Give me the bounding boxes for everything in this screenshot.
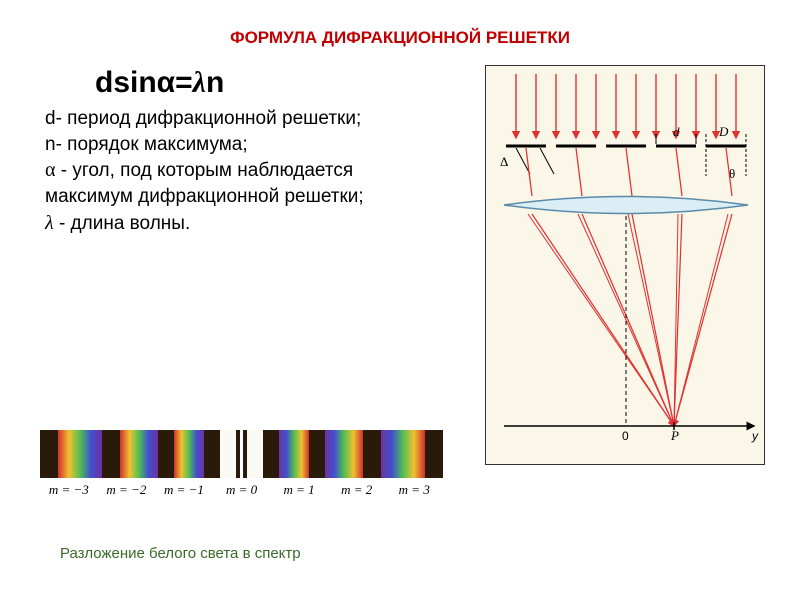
formula-post: n	[206, 66, 224, 99]
svg-text:P: P	[670, 428, 679, 443]
lambda-symbol: λ	[45, 212, 54, 234]
definitions: d- период дифракционной решетки; n- поря…	[45, 106, 425, 237]
alpha-symbol: α	[45, 159, 55, 181]
svg-text:Δ: Δ	[500, 154, 508, 169]
svg-text:0: 0	[622, 429, 629, 443]
spectrum-left	[40, 430, 240, 478]
grating-diagram: dDΔθ0yP	[485, 65, 765, 465]
diagram-svg: dDΔθ0yP	[486, 66, 766, 466]
page-title: ФОРМУЛА ДИФРАКЦИОННОЙ РЕШЕТКИ	[0, 0, 800, 48]
def-n: n- порядок максимума;	[45, 132, 425, 158]
spectrum-order-labels: m = −3m = −2m = −1m = 0m = 1m = 2m = 3	[40, 482, 443, 498]
formula-lambda: λ	[193, 66, 206, 99]
svg-text:d: d	[673, 124, 680, 139]
svg-text:y: y	[751, 429, 759, 443]
svg-text:D: D	[718, 124, 729, 139]
spectrum-right	[243, 430, 443, 478]
def-alpha: α - угол, под которым наблюдается максим…	[45, 157, 425, 210]
spectrum-caption: Разложение белого света в спектр	[60, 545, 301, 562]
spectrum-figure: m = −3m = −2m = −1m = 0m = 1m = 2m = 3	[40, 430, 443, 498]
formula-pre: dsinα=	[95, 66, 193, 99]
def-lambda: λ - длина волны.	[45, 210, 425, 237]
spectrum-bands	[40, 430, 443, 478]
def-d: d- период дифракционной решетки;	[45, 106, 425, 132]
